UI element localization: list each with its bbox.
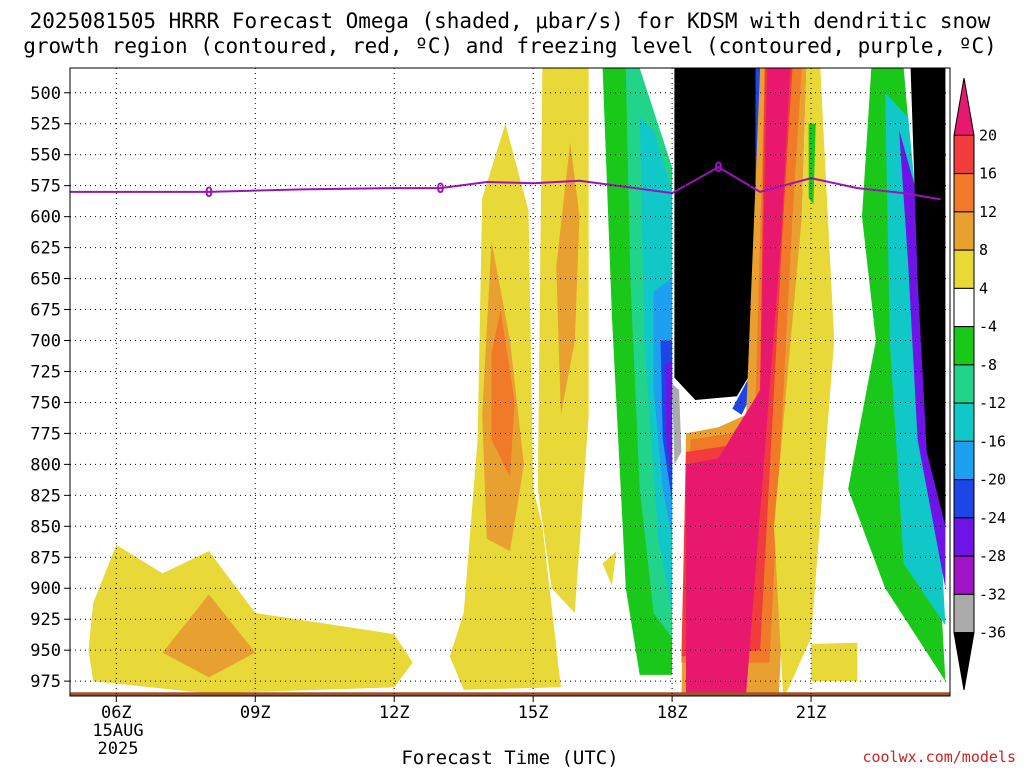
freezing-level-label: 0: [205, 185, 213, 201]
x-tick-label: 18Z: [657, 703, 688, 723]
colorbar-label: -32: [979, 585, 1006, 603]
plot-frame: [69, 67, 951, 697]
omega-region-rise-column-15z-core: [491, 309, 515, 477]
omega-region-rise-20z-flank: [774, 68, 835, 696]
colorbar-swatch: [953, 517, 975, 557]
freezing-level-label: 0: [436, 181, 444, 197]
colorbar-label: -12: [979, 394, 1006, 412]
omega-region-sink-19z-core: [674, 68, 756, 400]
colorbar-swatch: [953, 555, 975, 595]
omega-region-sink-18z-gray: [672, 383, 682, 465]
colorbar-label: -4: [979, 318, 997, 336]
y-tick-label: 775: [30, 424, 61, 444]
colorbar-swatch: [953, 287, 975, 328]
colorbar-label: -24: [979, 509, 1006, 527]
y-tick-label: 900: [30, 579, 61, 599]
y-tick-label: 675: [30, 301, 61, 321]
colorbar-label: -8: [979, 356, 997, 374]
colorbar-label: 8: [979, 241, 988, 259]
colorbar-label: -16: [979, 432, 1006, 450]
omega-region-rise-19z-core: [686, 68, 791, 694]
plot-area: 0 0 0: [69, 67, 951, 697]
colorbar-label: -28: [979, 547, 1006, 565]
colorbar-label: 12: [979, 203, 997, 221]
y-tick-label: 500: [30, 84, 61, 104]
terrain-strip: [70, 692, 950, 696]
omega-region-rise-22z-shelf: [811, 642, 858, 682]
y-tick-label: 875: [30, 548, 61, 568]
colorbar-top-arrow: [953, 77, 975, 136]
omega-field: 0 0 0: [70, 68, 950, 696]
y-tick-label: 650: [30, 270, 61, 290]
omega-region-sink-21z-small: [808, 123, 816, 205]
chart-title-line2: growth region (contoured, red, ºC) and f…: [23, 34, 997, 58]
y-tick-label: 725: [30, 362, 61, 382]
colorbar-swatch: [953, 479, 975, 519]
colorbar-swatch: [953, 326, 975, 366]
colorbar-label: 20: [979, 126, 997, 144]
colorbar-swatch: [953, 440, 975, 481]
omega-region-rise-17z-dot: [602, 551, 617, 586]
freezing-level-line: [70, 165, 941, 201]
colorbar-swatch: [953, 593, 975, 634]
y-tick-label: 575: [30, 177, 61, 197]
chart-title-line1: 2025081505 HRRR Forecast Omega (shaded, …: [30, 9, 991, 33]
colorbar-swatch: [953, 134, 975, 175]
y-tick-label: 750: [30, 393, 61, 413]
x-axis: 06Z 09Z 12Z 15Z 18Z 21Z: [101, 696, 826, 723]
colorbar-label: -20: [979, 471, 1006, 489]
colorbar-bottom-arrow: [953, 632, 975, 691]
x-tick-label: 09Z: [240, 703, 271, 723]
y-tick-label: 950: [30, 641, 61, 661]
y-tick-label: 525: [30, 115, 61, 135]
x-tick-label: 12Z: [379, 703, 410, 723]
credit-text[interactable]: coolwx.com/models: [862, 748, 1016, 766]
colorbar-swatch: [953, 211, 975, 251]
y-tick-label: 800: [30, 455, 61, 475]
colorbar-swatch: [953, 173, 975, 213]
colorbar-swatch: [953, 249, 975, 289]
colorbar-swatch: [953, 402, 975, 442]
colorbar: 20 16 12 8 4 -4 -8 -12 -16 -20 -24 -28 -32 -36: [953, 77, 1006, 691]
y-axis: 500 525 550 575 600 625 650 675 700 725 750 775 800 8…: [30, 84, 70, 692]
y-tick-label: 625: [30, 239, 61, 259]
date-label-day: 15AUG: [92, 721, 143, 741]
y-tick-label: 825: [30, 486, 61, 506]
y-tick-label: 850: [30, 517, 61, 537]
omega-region-rise-column-16z-core: [556, 142, 580, 415]
colorbar-label: -36: [979, 624, 1006, 642]
y-tick-label: 700: [30, 332, 61, 352]
y-tick-label: 600: [30, 208, 61, 228]
x-tick-label: 15Z: [518, 703, 549, 723]
y-tick-label: 925: [30, 610, 61, 630]
colorbar-label: 4: [979, 279, 988, 297]
colorbar-label: 16: [979, 165, 997, 183]
grid-lines: [70, 68, 950, 696]
colorbar-swatch: [953, 364, 975, 404]
x-axis-label: Forecast Time (UTC): [401, 747, 618, 768]
freezing-level-label: 0: [714, 160, 722, 176]
y-tick-label: 975: [30, 672, 61, 692]
x-tick-label: 06Z: [101, 703, 132, 723]
x-tick-label: 21Z: [796, 703, 827, 723]
y-tick-label: 550: [30, 146, 61, 166]
omega-region-sink-21z-core: [910, 68, 946, 527]
omega-region-sink-18z-band5: [665, 359, 673, 477]
omega-region-rise-early-core: [162, 594, 256, 678]
date-label-year: 2025: [98, 739, 139, 759]
